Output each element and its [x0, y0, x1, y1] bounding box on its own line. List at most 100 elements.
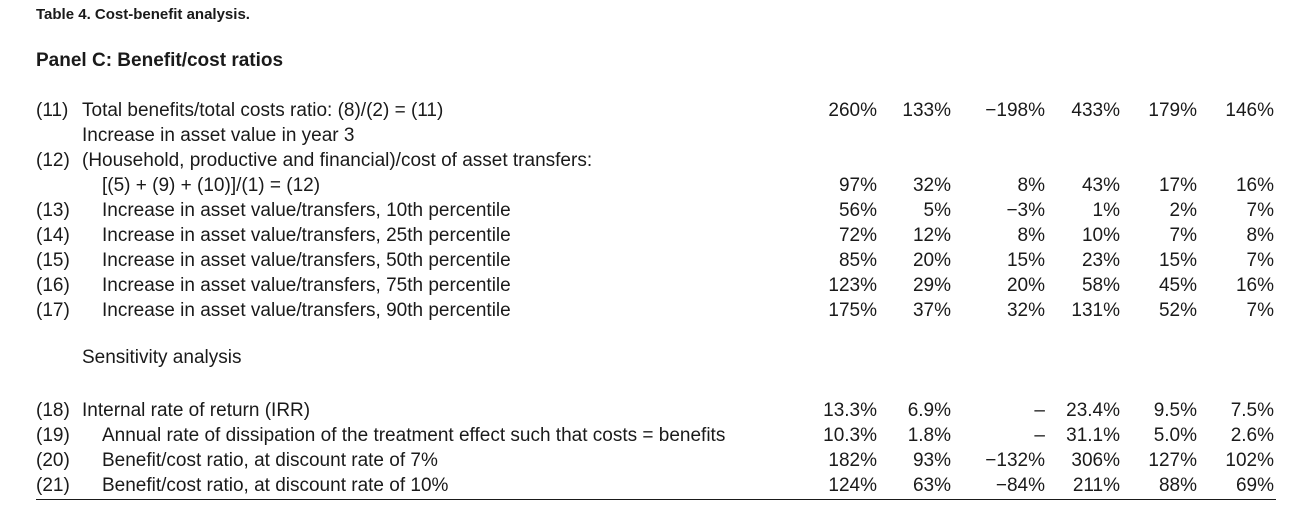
value-cell: 72%	[838, 225, 877, 246]
value-cell: 16%	[1235, 275, 1274, 296]
row-label: Increase in asset value/transfers, 90th …	[102, 300, 511, 321]
value-cell: −3%	[1006, 200, 1045, 221]
value-cell: –	[1034, 425, 1045, 446]
value-cell: 17%	[1158, 175, 1197, 196]
row-label: (Household, productive and financial)/co…	[82, 150, 593, 171]
value-cell: 8%	[1246, 225, 1274, 246]
value-cell: 211%	[1072, 475, 1120, 496]
value-cell: 58%	[1081, 275, 1120, 296]
table-row: (15) Increase in asset value/transfers, 5…	[0, 248, 1313, 273]
value-cell: 175%	[828, 300, 877, 321]
row-number: (13)	[36, 200, 70, 221]
value-cell: 37%	[912, 300, 951, 321]
value-cell: 7%	[1246, 200, 1274, 221]
value-cell: 97%	[838, 175, 877, 196]
value-cell: 93%	[912, 450, 951, 471]
row-number: (19)	[36, 425, 70, 446]
value-cell: 88%	[1158, 475, 1197, 496]
value-cell: 20%	[1006, 275, 1045, 296]
value-cell: 20%	[912, 250, 951, 271]
row-number: (15)	[36, 250, 70, 271]
table-row: (20) Benefit/cost ratio, at discount rate…	[0, 448, 1313, 473]
table-row: (14) Increase in asset value/transfers, 2…	[0, 223, 1313, 248]
value-cell: 9.5%	[1153, 400, 1197, 421]
value-cell: 2.6%	[1230, 425, 1274, 446]
value-cell: 69%	[1235, 475, 1274, 496]
value-cell: 5%	[923, 200, 951, 221]
row-label: [(5) + (9) + (10)]/(1) = (12)	[102, 175, 321, 196]
row-number: (12)	[36, 150, 70, 171]
row-number: (21)	[36, 475, 70, 496]
table-row: (17) Increase in asset value/transfers, 9…	[0, 298, 1313, 323]
table-row: (13) Increase in asset value/transfers, 1…	[0, 198, 1313, 223]
row-number: (17)	[36, 300, 70, 321]
table-row: (12) (Household, productive and financial…	[0, 148, 1313, 173]
panel-title: Panel C: Benefit/cost ratios	[36, 50, 284, 71]
table-row: (21) Benefit/cost ratio, at discount rate…	[0, 473, 1313, 498]
row-number: (20)	[36, 450, 70, 471]
value-cell: 12%	[912, 225, 951, 246]
row-label: Annual rate of dissipation of the treatm…	[102, 425, 726, 446]
row-label: Increase in asset value/transfers, 10th …	[102, 200, 511, 221]
value-cell: 8%	[1017, 225, 1045, 246]
value-cell: 31.1%	[1066, 425, 1120, 446]
value-cell: 260%	[828, 100, 877, 121]
value-cell: 10%	[1081, 225, 1120, 246]
value-cell: 102%	[1225, 450, 1274, 471]
value-cell: 123%	[828, 275, 877, 296]
value-cell: 1.8%	[907, 425, 951, 446]
value-cell: 32%	[1006, 300, 1045, 321]
value-cell: 29%	[912, 275, 951, 296]
value-cell: 5.0%	[1153, 425, 1197, 446]
table-bottom-rule	[36, 499, 1276, 500]
value-cell: 16%	[1235, 175, 1274, 196]
section-label: Sensitivity analysis	[82, 347, 242, 368]
value-cell: 8%	[1017, 175, 1045, 196]
value-cell: 32%	[912, 175, 951, 196]
row-label: Increase in asset value/transfers, 50th …	[102, 250, 511, 271]
value-cell: 15%	[1158, 250, 1197, 271]
value-cell: −198%	[985, 100, 1045, 121]
value-cell: 56%	[838, 200, 877, 221]
value-cell: 23%	[1081, 250, 1120, 271]
value-cell: 306%	[1071, 450, 1120, 471]
value-cell: 127%	[1148, 450, 1197, 471]
row-label: Increase in asset value in year 3	[82, 125, 355, 146]
value-cell: 85%	[838, 250, 877, 271]
value-cell: 131%	[1071, 300, 1120, 321]
row-number: (18)	[36, 400, 70, 421]
value-cell: 433%	[1071, 100, 1120, 121]
row-label: Internal rate of return (IRR)	[82, 400, 311, 421]
table-row: (19) Annual rate of dissipation of the tr…	[0, 423, 1313, 448]
value-cell: 7.5%	[1230, 400, 1274, 421]
table-row: (18) Internal rate of return (IRR) 13.3% 6.…	[0, 398, 1313, 423]
row-label: Increase in asset value/transfers, 75th …	[102, 275, 511, 296]
value-cell: 7%	[1169, 225, 1197, 246]
value-cell: 15%	[1006, 250, 1045, 271]
value-cell: –	[1034, 400, 1045, 421]
row-label: Benefit/cost ratio, at discount rate of …	[102, 475, 449, 496]
value-cell: 13.3%	[823, 400, 877, 421]
table-row: (16) Increase in asset value/transfers, 7…	[0, 273, 1313, 298]
value-cell: 146%	[1225, 100, 1274, 121]
row-number: (11)	[36, 100, 69, 121]
row-label: Total benefits/total costs ratio: (8)/(2…	[82, 100, 444, 121]
row-number: (16)	[36, 275, 70, 296]
value-cell: 63%	[912, 475, 951, 496]
value-cell: 45%	[1158, 275, 1197, 296]
table-row: (11) Total benefits/total costs ratio: (8…	[0, 98, 1313, 123]
value-cell: 124%	[828, 475, 877, 496]
value-cell: 43%	[1081, 175, 1120, 196]
value-cell: 2%	[1169, 200, 1197, 221]
value-cell: 133%	[902, 100, 951, 121]
row-number: (14)	[36, 225, 70, 246]
value-cell: −132%	[985, 450, 1045, 471]
value-cell: −84%	[995, 475, 1045, 496]
value-cell: 7%	[1246, 300, 1274, 321]
value-cell: 7%	[1246, 250, 1274, 271]
value-cell: 182%	[828, 450, 877, 471]
table-title: Table 4. Cost-benefit analysis.	[36, 6, 250, 23]
table-row: [(5) + (9) + (10)]/(1) = (12) 97% 32% 8% 43%…	[0, 173, 1313, 198]
table-row: Increase in asset value in year 3	[0, 123, 1313, 148]
value-cell: 52%	[1158, 300, 1197, 321]
